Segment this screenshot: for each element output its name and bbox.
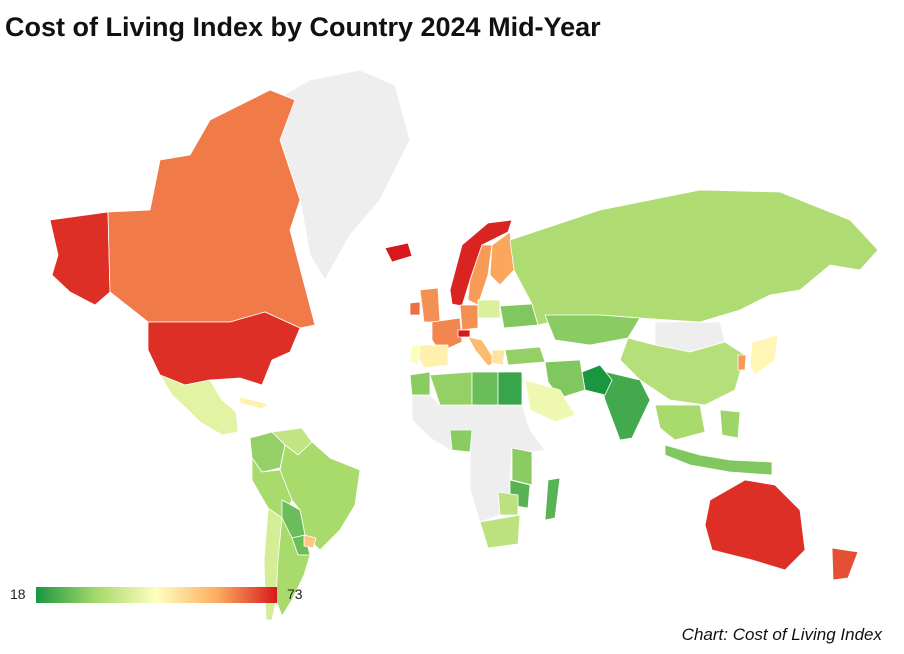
country-sweden[interactable] (467, 244, 493, 306)
country-switzerland[interactable] (457, 329, 471, 338)
country-kenya[interactable] (511, 447, 533, 486)
country-libya[interactable] (471, 371, 499, 406)
country-united-states[interactable] (147, 311, 301, 386)
country-ukraine[interactable] (499, 303, 539, 329)
country-egypt[interactable] (497, 371, 523, 406)
country-iceland[interactable] (384, 242, 413, 263)
country-alaska-united-states[interactable] (49, 211, 111, 306)
country-portugal[interactable] (409, 344, 421, 366)
country-south-korea[interactable] (737, 354, 747, 371)
country-russia[interactable] (509, 189, 879, 326)
country-zimbabwe[interactable] (497, 491, 519, 516)
country-new-zealand[interactable] (831, 547, 859, 581)
country-greece[interactable] (491, 349, 506, 366)
country-southeast-asia[interactable] (654, 404, 706, 441)
country-ireland[interactable] (409, 301, 421, 316)
country-morocco[interactable] (409, 371, 431, 396)
world-map (49, 69, 879, 620)
country-nigeria[interactable] (449, 429, 473, 453)
legend-max-label: 73 (287, 586, 303, 602)
country-india[interactable] (597, 369, 651, 441)
chart-credit: Chart: Cost of Living Index (681, 625, 882, 644)
country-south-africa[interactable] (479, 514, 521, 549)
country-canada[interactable] (107, 89, 316, 329)
country-france[interactable] (431, 317, 463, 353)
country-australia[interactable] (704, 479, 806, 571)
country-italy[interactable] (467, 336, 497, 367)
country-poland[interactable] (477, 299, 501, 319)
country-norway[interactable] (449, 219, 513, 307)
country-mexico[interactable] (159, 374, 239, 436)
country-japan[interactable] (749, 334, 779, 376)
country-spain[interactable] (417, 344, 449, 369)
country-argentina[interactable] (275, 517, 311, 617)
country-united-kingdom[interactable] (419, 287, 441, 323)
chart-title: Cost of Living Index by Country 2024 Mid… (5, 12, 601, 42)
country-cuba[interactable] (239, 396, 269, 410)
country-philippines[interactable] (719, 409, 741, 439)
country-madagascar[interactable] (544, 477, 561, 521)
country-china[interactable] (619, 337, 746, 406)
country-germany[interactable] (459, 304, 479, 331)
country-finland[interactable] (489, 231, 515, 286)
country-uruguay[interactable] (303, 534, 317, 549)
legend-min-label: 18 (10, 586, 26, 602)
country-kazakhstan[interactable] (544, 314, 641, 346)
country-indonesia[interactable] (664, 444, 773, 476)
country-brazil[interactable] (279, 441, 361, 551)
country-algeria[interactable] (429, 371, 473, 406)
country-saudi-arabia[interactable] (524, 379, 576, 423)
country-pakistan[interactable] (581, 364, 613, 396)
color-scale-legend (36, 587, 277, 603)
country-turkey[interactable] (504, 346, 546, 366)
